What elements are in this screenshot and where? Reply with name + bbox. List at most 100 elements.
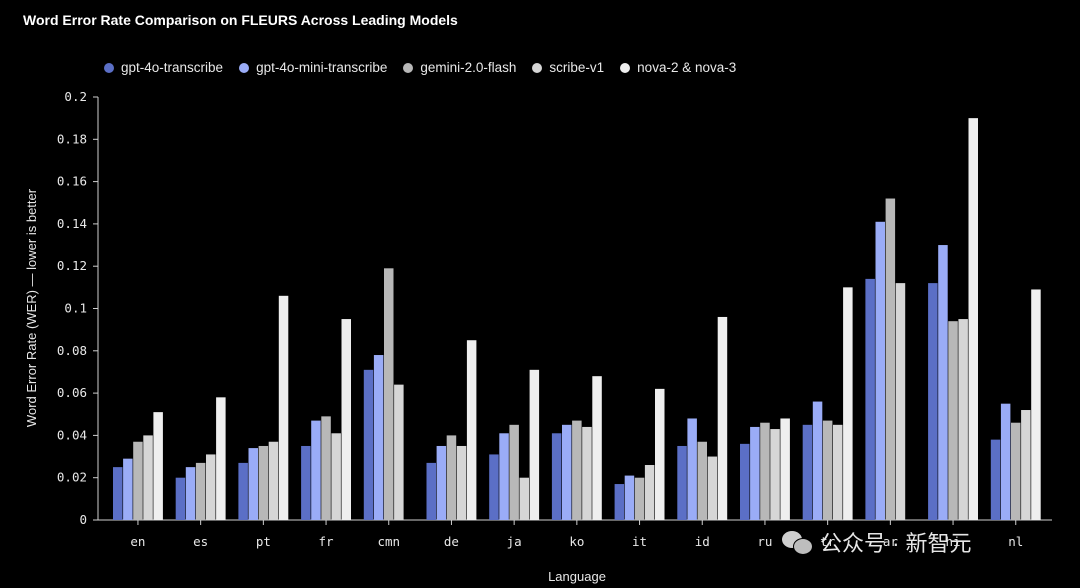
legend-item: gpt-4o-transcribe	[104, 60, 223, 75]
bar	[489, 454, 499, 520]
bar	[614, 484, 625, 520]
bar	[499, 433, 509, 520]
y-axis-label: Word Error Rate (WER) — lower is better	[24, 188, 39, 427]
bar	[446, 435, 457, 520]
x-tick-label: id	[695, 534, 710, 549]
bar	[143, 435, 153, 520]
legend-swatch	[403, 62, 414, 73]
x-tick-label: fr	[319, 534, 335, 549]
x-tick-label: ar	[883, 534, 899, 549]
bar	[717, 316, 728, 520]
bar	[760, 422, 770, 520]
bar	[258, 445, 269, 520]
bar	[363, 369, 374, 520]
bar	[750, 426, 760, 520]
bar	[885, 198, 896, 520]
bar	[938, 245, 948, 521]
legend-swatch	[620, 62, 631, 73]
legend-swatch	[532, 62, 543, 73]
y-tick-label: 0.06	[57, 385, 87, 400]
bar	[153, 412, 163, 520]
x-tick-label: en	[130, 534, 145, 549]
bar	[113, 467, 123, 520]
bar	[770, 429, 780, 520]
bar	[278, 295, 289, 520]
bar	[529, 369, 540, 520]
y-tick-label: 0.02	[57, 470, 87, 485]
bar	[895, 283, 906, 520]
bar	[843, 287, 853, 520]
bar	[624, 475, 635, 520]
bar	[740, 443, 750, 520]
x-tick-label: nl	[1008, 534, 1023, 549]
bar	[436, 445, 447, 520]
bar	[238, 462, 248, 520]
bar	[572, 420, 582, 520]
x-tick-label: hi	[946, 534, 961, 549]
bar	[812, 401, 823, 520]
bar	[426, 462, 436, 520]
legend: gpt-4o-transcribe gpt-4o-mini-transcribe g…	[104, 60, 752, 75]
bar	[1031, 289, 1041, 520]
bar	[341, 319, 351, 520]
watermark-text: 公众号 · 新智元	[820, 531, 972, 556]
bar	[456, 445, 467, 520]
bar	[948, 321, 958, 520]
bar	[833, 424, 843, 520]
legend-label: gemini-2.0-flash	[420, 60, 517, 75]
bar	[216, 397, 226, 520]
bar	[697, 441, 707, 520]
bar	[562, 424, 572, 520]
bar	[123, 458, 133, 520]
bar	[677, 445, 687, 520]
bar	[582, 426, 592, 520]
bar	[195, 462, 206, 520]
x-axis-label: Language	[548, 569, 606, 584]
bar	[780, 418, 790, 520]
y-tick-label: 0.18	[57, 131, 87, 146]
bar	[875, 221, 885, 520]
x-tick-label: ru	[757, 534, 772, 549]
legend-item: scribe-v1	[532, 60, 604, 75]
x-tick-label: de	[444, 534, 459, 549]
bar	[707, 456, 718, 520]
bar	[394, 384, 404, 520]
bar	[1011, 422, 1021, 520]
legend-item: gemini-2.0-flash	[403, 60, 516, 75]
y-tick-label: 0.1	[64, 301, 87, 316]
bar	[248, 448, 258, 520]
bar	[644, 465, 655, 520]
legend-item: nova-2 & nova-3	[620, 60, 736, 75]
chart-title: Word Error Rate Comparison on FLEURS Acr…	[23, 12, 458, 28]
bar	[655, 388, 665, 520]
bar	[466, 340, 477, 520]
y-tick-label: 0.08	[57, 343, 87, 358]
legend-label: scribe-v1	[549, 60, 605, 75]
bar	[822, 420, 833, 520]
bar	[634, 477, 645, 520]
y-tick-label: 0.16	[57, 174, 87, 189]
x-tick-label: it	[632, 534, 647, 549]
bar	[185, 467, 196, 520]
bar	[175, 477, 186, 520]
bar	[865, 278, 875, 520]
bar	[133, 441, 143, 520]
bar	[958, 319, 968, 520]
x-tick-label: ko	[569, 534, 584, 549]
y-tick-label: 0.12	[57, 258, 87, 273]
legend-label: gpt-4o-mini-transcribe	[256, 60, 388, 75]
bar	[384, 268, 394, 520]
bar	[331, 433, 341, 520]
x-tick-label: pt	[256, 534, 271, 549]
y-tick-label: 0.14	[57, 216, 87, 231]
bar	[206, 454, 216, 520]
y-tick-label: 0.2	[64, 89, 87, 104]
bar	[321, 416, 331, 520]
x-tick-label: es	[193, 534, 208, 549]
legend-swatch	[239, 62, 250, 73]
bar	[990, 439, 1001, 520]
bar	[509, 424, 519, 520]
watermark: 公众号 · 新智元	[782, 526, 972, 558]
bar	[687, 418, 697, 520]
